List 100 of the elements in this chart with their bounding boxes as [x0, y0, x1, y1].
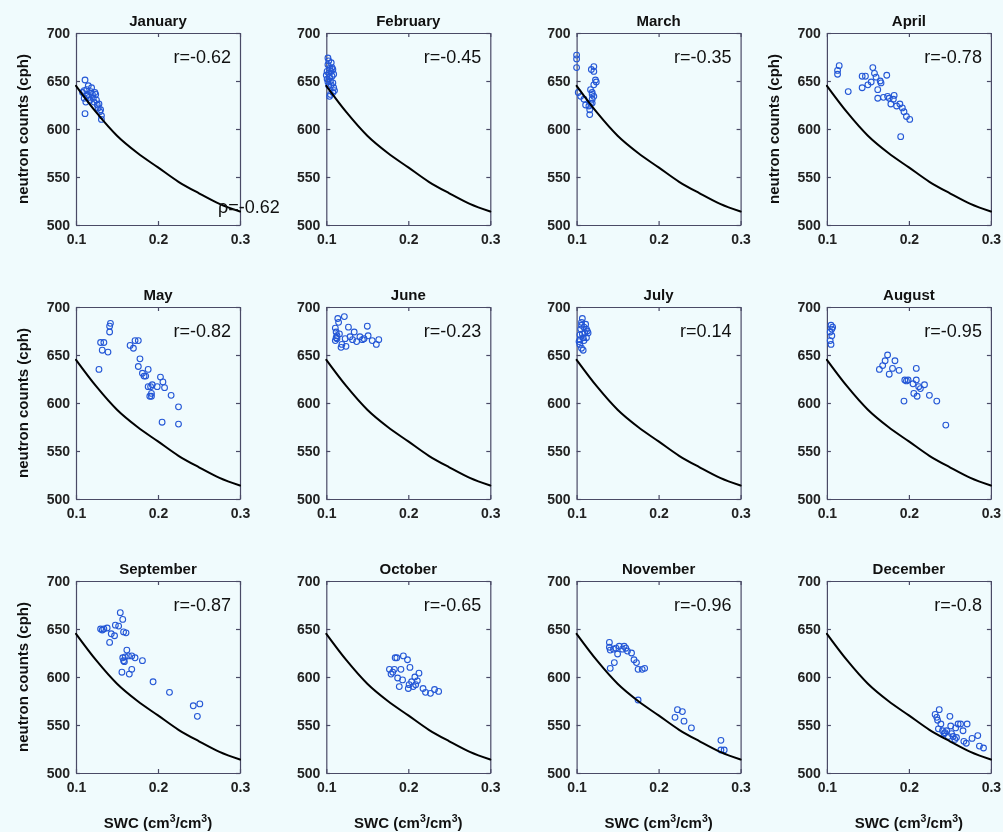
point: [324, 61, 332, 69]
annotation: r=-0.96: [674, 595, 732, 615]
point: [895, 366, 903, 374]
point: [159, 378, 167, 386]
y-tick-label: 600: [46, 394, 71, 411]
point: [943, 727, 951, 735]
point: [834, 70, 841, 78]
y-tick-label: 600: [547, 668, 571, 685]
point: [97, 115, 105, 123]
y-tick-label: 700: [296, 572, 321, 589]
chart-title: July: [643, 286, 675, 303]
point: [858, 72, 866, 80]
annotation: r=-0.8: [934, 595, 982, 615]
point: [933, 397, 941, 405]
point: [858, 84, 866, 92]
x-tick-label: 0.3: [230, 230, 251, 247]
x-tick-label: 0.3: [481, 504, 501, 521]
y-tick-label: 700: [547, 298, 571, 315]
point: [896, 100, 904, 108]
point: [149, 678, 157, 686]
y-tick-label: 700: [46, 24, 71, 41]
point: [341, 335, 349, 343]
x-tick-label: 0.1: [317, 230, 337, 247]
x-tick-label: 0.1: [817, 778, 838, 795]
point: [134, 337, 142, 345]
point: [82, 98, 90, 106]
y-tick-label: 500: [46, 490, 71, 507]
y-tick-label: 550: [547, 442, 571, 459]
point: [97, 112, 105, 119]
point: [122, 629, 130, 637]
point: [590, 67, 598, 75]
point: [431, 686, 438, 693]
point: [826, 337, 834, 345]
y-axis-title: neutron counts (cph): [14, 328, 31, 478]
point: [128, 652, 136, 660]
line-series: [825, 358, 992, 487]
x-tick-label: 0.3: [230, 778, 251, 795]
point: [573, 55, 581, 63]
point: [578, 321, 585, 329]
y-tick-label: 550: [296, 716, 321, 733]
y-tick-label: 700: [46, 572, 71, 589]
point: [605, 639, 613, 646]
point: [912, 376, 920, 384]
point: [717, 746, 725, 754]
x-tick-label: 0.2: [399, 504, 419, 521]
point: [408, 678, 416, 686]
y-tick-label: 600: [296, 394, 321, 411]
point: [610, 645, 617, 653]
point: [107, 630, 115, 638]
point: [862, 72, 869, 80]
point: [614, 650, 622, 658]
y-tick-label: 700: [296, 298, 321, 315]
y-tick-label: 650: [46, 620, 71, 637]
point: [835, 62, 843, 70]
point: [674, 706, 681, 714]
chart-title: December: [872, 560, 946, 577]
annotation: r=-0.65: [423, 595, 482, 615]
x-tick-label: 0.1: [66, 230, 87, 247]
point: [399, 676, 406, 684]
point: [406, 663, 414, 671]
y-tick-label: 650: [797, 346, 822, 363]
point: [94, 104, 102, 112]
line-series: [825, 84, 992, 213]
point: [874, 94, 882, 102]
point: [375, 336, 383, 344]
x-tick-label: 0.3: [481, 230, 501, 247]
point: [167, 391, 175, 399]
point: [606, 664, 614, 672]
point: [881, 357, 889, 365]
point: [411, 673, 419, 681]
annotation: r=-0.82: [173, 321, 231, 341]
point: [409, 683, 417, 691]
point: [81, 110, 89, 118]
point: [363, 322, 371, 330]
point: [573, 51, 581, 59]
chart-title: January: [129, 12, 188, 29]
point: [889, 95, 897, 103]
point: [368, 337, 376, 345]
chart-title: October: [379, 560, 438, 577]
x-tick-label: 0.2: [649, 778, 670, 795]
chart-title: June: [390, 286, 426, 303]
point: [587, 86, 594, 94]
x-axis-title: SWC (cm$^{3}$/cm$^{3}$): [604, 812, 713, 831]
point: [386, 665, 393, 673]
point: [175, 420, 182, 428]
y-tick-label: 650: [797, 72, 822, 89]
y-tick-label: 600: [797, 394, 822, 411]
chart-title: February: [376, 12, 442, 29]
point: [104, 348, 112, 356]
y-tick-label: 600: [46, 668, 71, 685]
point: [144, 383, 152, 391]
point: [864, 81, 872, 89]
point: [577, 92, 585, 100]
point: [412, 681, 420, 689]
point: [126, 341, 134, 349]
point: [586, 111, 594, 119]
point: [954, 720, 962, 728]
y-tick-label: 550: [797, 716, 822, 733]
x-tick-label: 0.2: [899, 778, 920, 795]
point: [948, 730, 955, 738]
